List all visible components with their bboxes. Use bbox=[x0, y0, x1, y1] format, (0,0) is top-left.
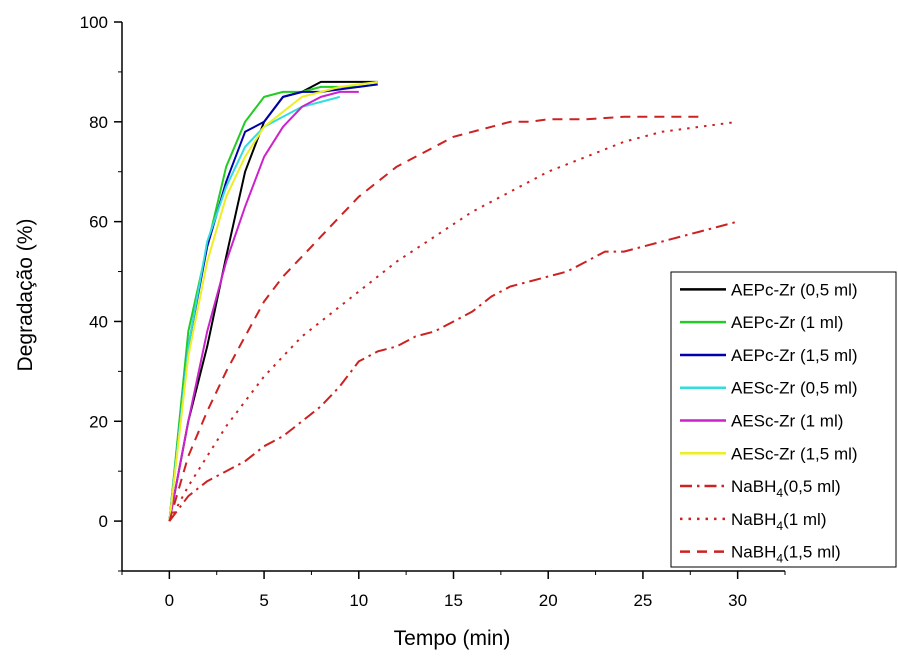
x-tick-label: 25 bbox=[633, 591, 652, 610]
legend: AEPc-Zr (0,5 ml) AEPc-Zr (1 ml) AEPc-Zr (1… bbox=[670, 271, 897, 568]
x-tick-label: 15 bbox=[444, 591, 463, 610]
y-axis-title: Degradação (%) bbox=[14, 219, 37, 372]
y-tick-label: 100 bbox=[80, 13, 108, 32]
series-line-8 bbox=[168, 115, 700, 522]
x-tick-label: 10 bbox=[349, 591, 368, 610]
plot-lines bbox=[168, 80, 738, 522]
ticks: 0 5 10 15 20 25 30 0 20 40 60 80 100 bbox=[80, 13, 786, 610]
legend-label-0: AEPc-Zr (0,5 ml) bbox=[731, 280, 858, 299]
series-line-1 bbox=[168, 83, 378, 522]
x-tick-label: 20 bbox=[539, 591, 558, 610]
y-tick-label: 0 bbox=[99, 512, 108, 531]
series-line-4 bbox=[168, 90, 359, 522]
legend-label-5: AESc-Zr (1,5 ml) bbox=[731, 444, 858, 463]
x-tick-label: 30 bbox=[728, 591, 747, 610]
y-tick-label: 60 bbox=[89, 213, 108, 232]
legend-label-4: AESc-Zr (1 ml) bbox=[731, 412, 843, 431]
x-tick-label: 5 bbox=[259, 591, 268, 610]
series-line-2 bbox=[168, 83, 378, 522]
series-line-7 bbox=[168, 120, 738, 522]
y-tick-label: 40 bbox=[89, 312, 108, 331]
legend-label-3: AESc-Zr (0,5 ml) bbox=[731, 379, 858, 398]
x-axis-title: Tempo (min) bbox=[394, 627, 511, 650]
series-line-0 bbox=[168, 80, 378, 522]
legend-label-8: NaBH4(1,5 ml) bbox=[731, 543, 841, 566]
legend-label-1: AEPc-Zr (1 ml) bbox=[731, 313, 843, 332]
series-line-5 bbox=[168, 80, 378, 522]
y-tick-label: 80 bbox=[89, 113, 108, 132]
legend-label-2: AEPc-Zr (1,5 ml) bbox=[731, 346, 858, 365]
series-line-3 bbox=[168, 95, 341, 522]
x-tick-label: 0 bbox=[165, 591, 174, 610]
legend-label-7: NaBH4(1 ml) bbox=[731, 510, 827, 533]
series-line-6 bbox=[168, 220, 738, 522]
y-tick-label: 20 bbox=[89, 412, 108, 431]
legend-label-6: NaBH4(0,5 ml) bbox=[731, 477, 841, 500]
